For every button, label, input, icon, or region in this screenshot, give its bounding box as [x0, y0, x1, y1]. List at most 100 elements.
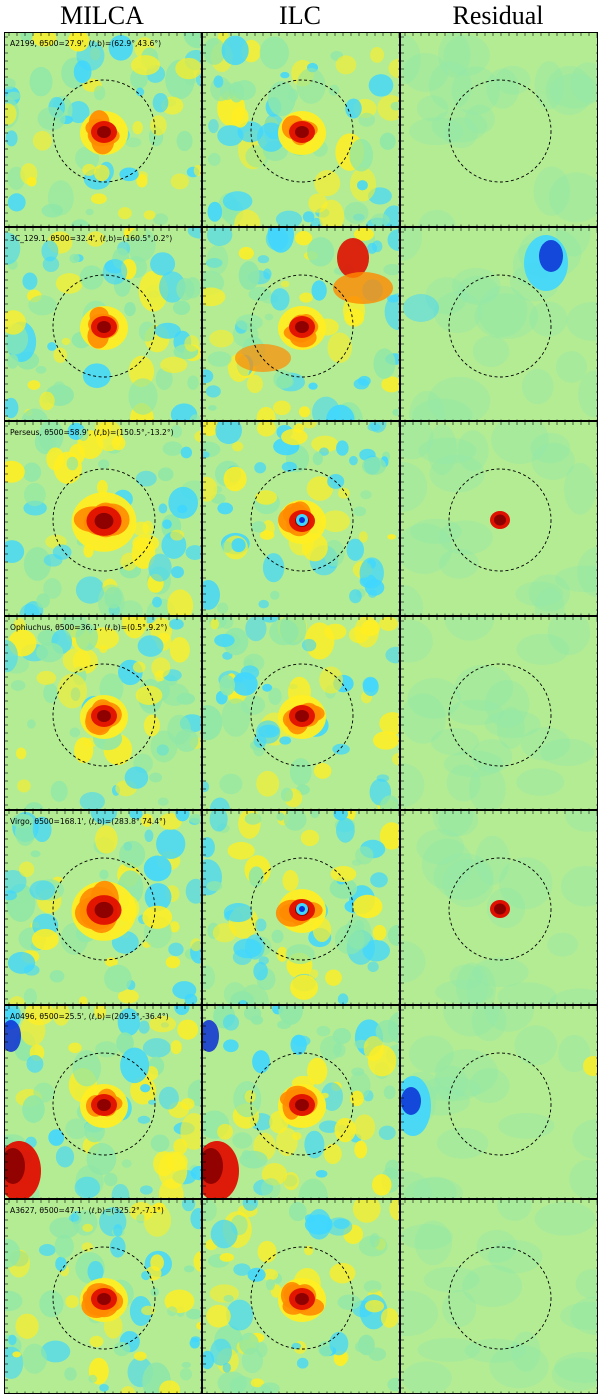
residual-texture	[555, 350, 588, 383]
noise-blob	[217, 125, 244, 147]
noise-blob	[38, 422, 64, 453]
sky-map	[401, 227, 597, 421]
noise-blob	[22, 1094, 45, 1123]
noise-blob	[55, 1145, 75, 1167]
noise-blob	[5, 869, 27, 894]
noise-blob	[98, 459, 110, 470]
noise-blob	[5, 540, 25, 564]
residual-texture	[409, 390, 445, 421]
sky-map	[401, 33, 597, 226]
point-source-center	[299, 517, 305, 523]
column-title-milca: MILCA	[60, 1, 144, 30]
noise-blob	[85, 208, 94, 216]
noise-blob	[353, 378, 370, 389]
noise-blob	[232, 1131, 253, 1149]
noise-blob	[349, 455, 358, 466]
residual-texture	[431, 109, 488, 143]
noise-blob	[267, 227, 295, 253]
noise-blob	[109, 1236, 126, 1258]
map-panel-ophiuchus-ilc	[202, 615, 400, 810]
sky-map	[5, 227, 201, 421]
noise-blob	[345, 98, 362, 119]
noise-blob	[336, 440, 349, 456]
noise-blob	[89, 1335, 104, 1348]
noise-blob	[288, 89, 299, 102]
noise-blob	[20, 163, 38, 185]
noise-blob	[259, 530, 275, 540]
map-panel-perseus-ilc	[202, 421, 400, 616]
residual-blob	[403, 293, 439, 322]
noise-blob	[157, 797, 169, 806]
noise-blob	[128, 377, 158, 415]
noise-blob	[203, 965, 216, 990]
noise-blob	[22, 1343, 47, 1374]
noise-blob	[165, 956, 181, 969]
noise-blob	[150, 1254, 164, 1271]
noise-blob	[379, 132, 396, 150]
sky-map	[401, 811, 597, 1004]
column-title-ilc: ILC	[279, 1, 321, 30]
noise-blob	[169, 921, 180, 933]
noise-blob	[7, 193, 26, 212]
residual-texture	[421, 838, 473, 890]
residual-texture	[549, 73, 597, 109]
residual-texture	[401, 461, 428, 513]
core-peak	[94, 901, 114, 919]
noise-blob	[203, 837, 215, 858]
residual-texture	[534, 1201, 596, 1236]
cluster-label: Virgo, θ500=168.1', (ℓ,b)=(283.8°,74.4°)	[10, 817, 166, 826]
noise-blob	[104, 964, 132, 993]
noise-blob	[177, 1018, 199, 1040]
noise-blob	[135, 87, 145, 97]
noise-blob	[235, 313, 263, 331]
noise-blob	[170, 402, 198, 421]
noise-blob	[289, 757, 312, 786]
noise-blob	[180, 446, 193, 459]
noise-blob	[272, 400, 291, 415]
noise-blob	[170, 1039, 182, 1054]
sky-map	[5, 33, 201, 226]
noise-blob	[120, 1047, 150, 1083]
noise-blob	[23, 964, 40, 976]
residual-texture	[401, 762, 425, 807]
noise-blob	[151, 656, 171, 678]
column-title-residual: Residual	[452, 1, 544, 30]
noise-blob	[166, 1306, 178, 1317]
residual-texture	[531, 442, 575, 480]
theta500-circle	[52, 857, 156, 961]
noise-blob	[203, 286, 226, 306]
noise-blob	[253, 961, 268, 981]
noise-blob	[149, 771, 163, 783]
noise-blob	[144, 883, 172, 911]
noise-blob	[47, 341, 57, 351]
noise-blob	[379, 822, 399, 850]
noise-blob	[310, 811, 320, 819]
residual-texture	[427, 424, 457, 476]
noise-blob	[372, 1173, 392, 1196]
noise-blob	[43, 682, 58, 703]
residual-blob	[539, 239, 563, 272]
noise-blob	[70, 219, 90, 226]
noise-blob	[353, 1113, 376, 1140]
residual-texture	[418, 209, 456, 226]
noise-blob	[349, 589, 362, 604]
map-panel-virgo-residual	[400, 810, 598, 1005]
noise-blob	[362, 676, 379, 696]
core-peak	[97, 126, 111, 138]
noise-blob	[245, 145, 270, 168]
residual-texture	[451, 66, 500, 115]
noise-blob	[271, 929, 284, 944]
noise-blob	[179, 1367, 193, 1381]
noise-blob	[142, 1037, 171, 1058]
noise-blob	[119, 840, 146, 869]
map-panel-a0496-ilc	[202, 1004, 400, 1199]
noise-blob	[231, 106, 249, 128]
map-grid: A2199, θ500=27.9', (ℓ,b)=(62.9°,43.6°) 3C…	[4, 32, 598, 1394]
noise-blob	[194, 430, 201, 443]
noise-blob	[238, 260, 260, 290]
noise-blob	[154, 322, 181, 339]
noise-blob	[264, 313, 274, 320]
noise-blob	[335, 817, 355, 843]
noise-blob	[43, 578, 62, 599]
noise-blob	[62, 616, 87, 638]
